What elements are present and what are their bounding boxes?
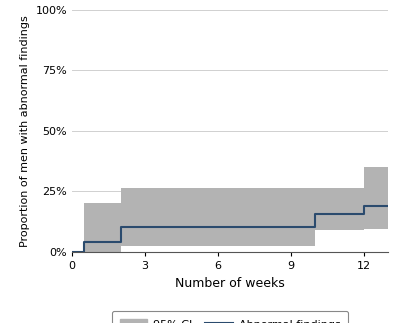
Y-axis label: Proportion of men with abnormal findings: Proportion of men with abnormal findings [20,15,30,247]
X-axis label: Number of weeks: Number of weeks [175,276,285,289]
Legend: 95% CI, Abnormal findings: 95% CI, Abnormal findings [112,311,348,323]
